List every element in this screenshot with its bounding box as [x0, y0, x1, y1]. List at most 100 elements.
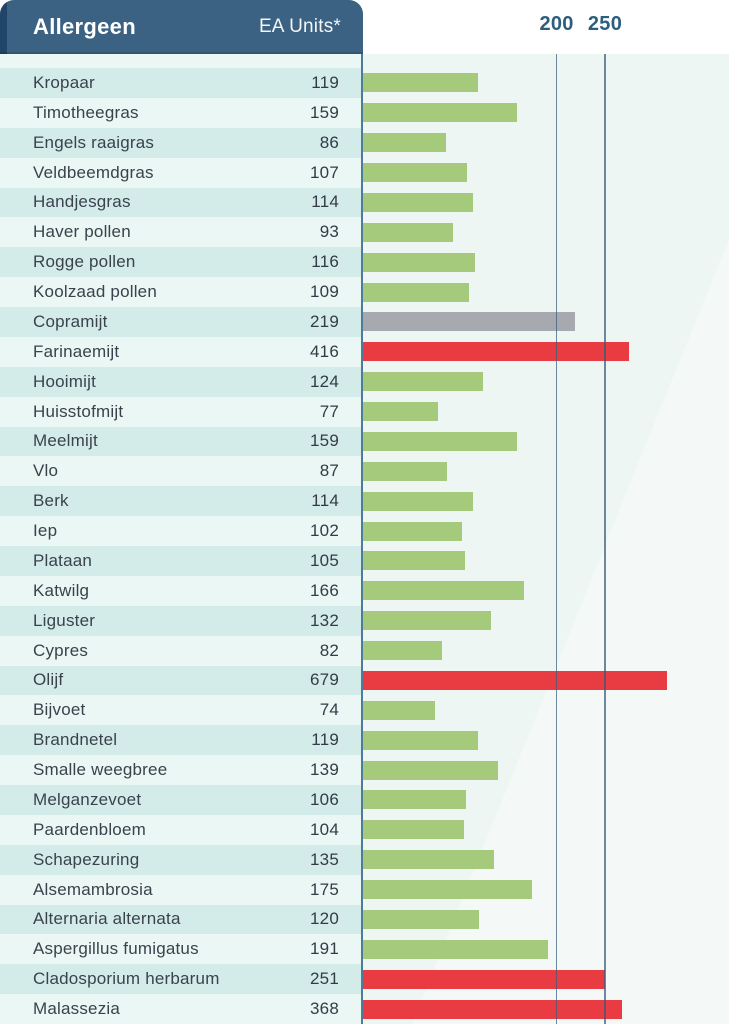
- table-row: Vlo 87: [0, 456, 729, 487]
- row-label-cell: Kropaar 119: [0, 68, 361, 98]
- row-label-cell: Haver pollen 93: [0, 217, 361, 248]
- value-bar: [363, 461, 448, 481]
- row-label-cell: Alternaria alternata 120: [0, 904, 361, 935]
- bar-track: [363, 815, 729, 845]
- bar-track: [363, 666, 729, 696]
- allergen-value: 251: [310, 969, 339, 989]
- allergen-name: Huisstofmijt: [33, 401, 124, 421]
- value-bar: [363, 581, 524, 601]
- table-row: Copramijt 219: [0, 307, 729, 337]
- allergen-name: Engels raaigras: [33, 132, 155, 152]
- value-bar: [363, 909, 480, 929]
- table-row: Schapezuring 135: [0, 844, 729, 875]
- row-label-cell: Farinaemijt 416: [0, 336, 361, 367]
- bar-track: [363, 427, 729, 457]
- allergen-value: 116: [311, 252, 339, 272]
- value-bar: [363, 700, 435, 720]
- bar-track: [363, 247, 729, 277]
- allergen-name: Aspergillus fumigatus: [33, 939, 199, 959]
- value-bar: [363, 850, 494, 870]
- allergen-name: Malassezia: [33, 999, 121, 1019]
- allergen-name: Schapezuring: [33, 849, 140, 869]
- table-top-strip: [0, 54, 361, 68]
- value-bar: [363, 252, 476, 272]
- table-row: Alsemambrosia 175: [0, 874, 729, 905]
- allergen-name: Koolzaad pollen: [33, 282, 157, 302]
- bar-track: [363, 994, 729, 1024]
- allergen-column-header: Allergeen: [33, 14, 136, 39]
- allergen-value: 135: [310, 849, 339, 869]
- value-bar: [363, 611, 491, 631]
- table-row: Meelmijt 159: [0, 426, 729, 457]
- bar-track: [363, 158, 729, 188]
- bar-track: [363, 277, 729, 307]
- value-bar: [363, 820, 464, 840]
- table-row: Rogge pollen 116: [0, 247, 729, 278]
- bar-track: [363, 785, 729, 815]
- allergen-name: Copramijt: [33, 311, 108, 331]
- allergen-value: 159: [310, 431, 339, 451]
- row-label-cell: Hooimijt 124: [0, 366, 361, 397]
- row-label-cell: Paardenbloem 104: [0, 814, 361, 845]
- allergen-value: 87: [319, 461, 339, 481]
- allergen-value: 175: [310, 879, 339, 899]
- allergen-name: Cypres: [33, 640, 89, 660]
- table-row: Cypres 82: [0, 635, 729, 666]
- allergen-value: 114: [311, 491, 339, 511]
- row-label-cell: Vlo 87: [0, 456, 361, 487]
- allergen-name: Iep: [33, 521, 58, 541]
- table-row: Engels raaigras 86: [0, 127, 729, 158]
- allergen-value: 109: [310, 282, 339, 302]
- y-axis-line: [361, 54, 363, 1024]
- allergen-value: 219: [310, 311, 339, 331]
- table-row: Melganzevoet 106: [0, 785, 729, 815]
- value-bar: [363, 880, 533, 900]
- value-bar: [363, 133, 447, 153]
- allergen-name: Vlo: [33, 461, 59, 481]
- value-bar: [363, 312, 575, 332]
- gridline: [555, 54, 558, 1024]
- row-label-cell: Engels raaigras 86: [0, 127, 361, 158]
- bar-track: [363, 845, 729, 875]
- allergen-name: Timotheegras: [33, 102, 139, 122]
- allergen-value: 86: [319, 132, 339, 152]
- value-bar: [363, 999, 623, 1019]
- row-label-cell: Alsemambrosia 175: [0, 874, 361, 905]
- allergen-value: 105: [310, 550, 339, 570]
- value-bar: [363, 222, 453, 242]
- row-label-cell: Huisstofmijt 77: [0, 396, 361, 427]
- allergen-name: Farinaemijt: [33, 341, 120, 361]
- allergen-value: 139: [310, 760, 339, 780]
- table-row: Hooimijt 124: [0, 366, 729, 397]
- value-bar: [363, 551, 465, 571]
- bar-track: [363, 546, 729, 576]
- table-row: Veldbeemdgras 107: [0, 157, 729, 188]
- bar-track: [363, 725, 729, 755]
- allergen-value: 107: [310, 162, 339, 182]
- bar-track: [363, 397, 729, 427]
- table-row: Koolzaad pollen 109: [0, 277, 729, 307]
- allergen-name: Melganzevoet: [33, 789, 142, 809]
- value-bar: [363, 163, 467, 183]
- allergen-name: Alternaria alternata: [33, 909, 181, 929]
- row-label-cell: Smalle weegbree 139: [0, 755, 361, 785]
- allergen-name: Rogge pollen: [33, 252, 136, 272]
- allergen-name: Meelmijt: [33, 431, 98, 451]
- row-label-cell: Schapezuring 135: [0, 844, 361, 875]
- bar-track: [363, 755, 729, 785]
- allergen-name: Cladosporium herbarum: [33, 969, 220, 989]
- allergen-value: 679: [310, 670, 339, 690]
- value-bar: [363, 342, 630, 362]
- allergen-value: 114: [311, 192, 339, 212]
- table-row: Aspergillus fumigatus 191: [0, 934, 729, 965]
- allergen-value: 102: [310, 521, 339, 541]
- row-label-cell: Katwilg 166: [0, 575, 361, 606]
- allergen-value: 124: [310, 371, 339, 391]
- table-header: Allergeen EA Units*: [0, 0, 363, 54]
- table-row: Smalle weegbree 139: [0, 755, 729, 785]
- value-bar: [363, 670, 668, 690]
- table-row: Paardenbloem 104: [0, 814, 729, 845]
- row-label-cell: Rogge pollen 116: [0, 247, 361, 278]
- bar-track: [363, 217, 729, 247]
